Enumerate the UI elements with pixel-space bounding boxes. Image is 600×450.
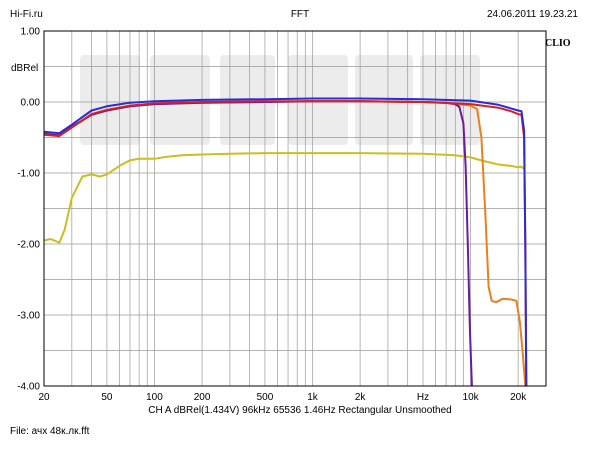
series-line-4 [43,100,528,387]
x-tick-label: 200 [194,392,211,403]
x-tick-label: Hz [417,392,429,403]
watermark-block [80,55,140,145]
y-tick-label: 1.00 [21,27,41,38]
x-tick-label: 10k [463,392,480,403]
watermark-block [355,55,413,145]
series-line-5 [43,97,528,387]
clio-brand: CLIO [545,38,571,49]
x-tick-label: 100 [146,392,163,403]
x-tick-label: 20 [38,392,50,403]
y-tick-label: -3.00 [17,311,40,322]
x-axis-ticks: 20 50 100 200 500 1k 2k Hz 10k 20k [38,392,527,403]
series-lines [43,97,528,387]
x-tick-label: 500 [257,392,274,403]
y-axis-ticks: 1.00 0.00 -1.00 -2.00 -3.00 -4.00 [17,27,40,393]
series-line-1 [43,152,526,244]
x-tick-label: 50 [101,392,113,403]
x-tick-label: 20k [510,392,527,403]
file-name: File: ачх 48к.лк.fft [10,426,90,437]
y-axis-label: dBRel [11,63,39,74]
header-title: FFT [290,9,310,20]
x-tick-label: 2k [355,392,367,403]
header-site: Hi-Fi.ru [10,9,43,20]
plot-frame [43,30,547,387]
watermark-block [288,55,348,145]
y-tick-label: -1.00 [17,169,40,180]
header-timestamp: 24.06.2011 19.23.21 [486,9,578,20]
y-tick-label: 0.00 [21,98,41,109]
y-tick-label: -2.00 [17,240,40,251]
chart-grid [44,31,546,386]
x-tick-label: 1k [307,392,319,403]
y-tick-label: -4.00 [17,382,40,393]
measurement-info: CH A dBRel(1.434V) 96kHz 65536 1.46Hz Re… [148,405,452,416]
